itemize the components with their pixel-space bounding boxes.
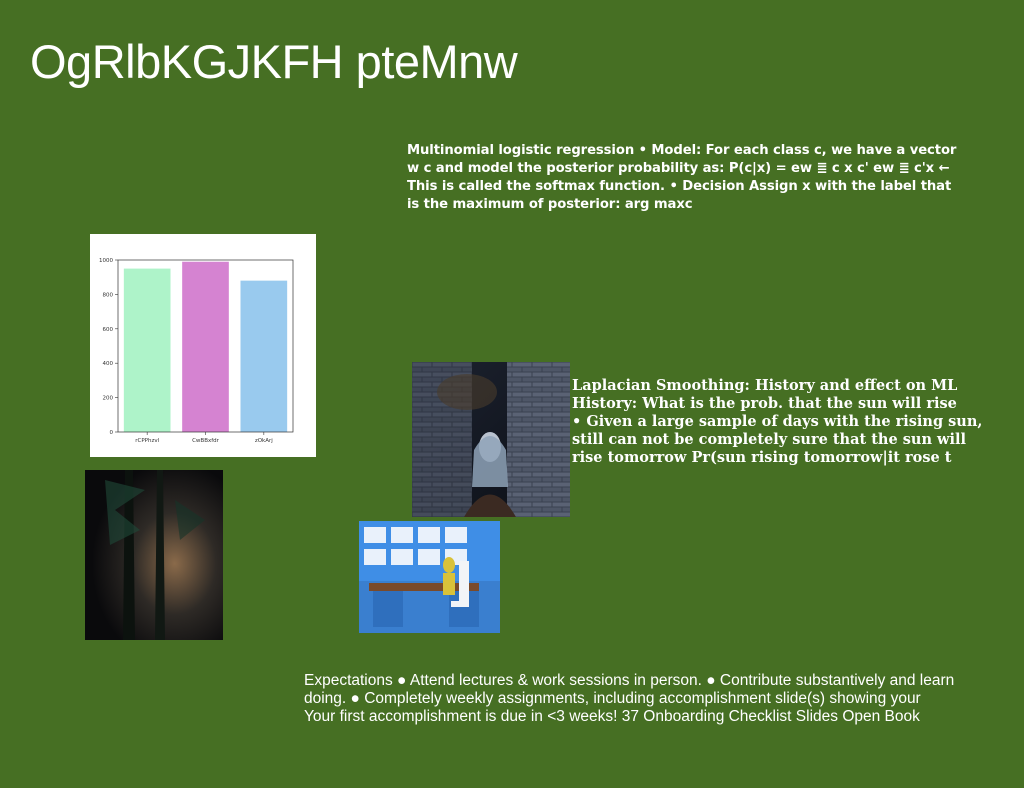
forest-image — [85, 470, 223, 640]
plot-frame — [117, 259, 294, 433]
y-tick-label: 400 — [103, 361, 114, 367]
y-tick-label: 800 — [103, 292, 114, 298]
expectations-text: Expectations ● Attend lectures & work se… — [304, 672, 955, 725]
bar-chart: rCPPhzvl CwBBxfdr zOkArj 0 200 400 600 800 1000 — [90, 234, 316, 457]
x-tick-label: zOkArj — [255, 438, 273, 444]
y-tick-label: 600 — [103, 327, 114, 333]
slide-title: OgRlbKGJKFH pteMnw — [30, 35, 518, 88]
bar-chart-svg: rCPPhzvl CwBBxfdr zOkArj 0 200 400 600 800 1000 — [99, 258, 294, 444]
bar-zOkArj — [240, 280, 288, 432]
y-tick-label: 200 — [103, 396, 114, 402]
desk-figure-image — [359, 521, 500, 633]
logistic-regression-text: Multinomial logistic regression • Model:… — [407, 143, 957, 212]
bar-CwBBxfdr — [182, 261, 229, 432]
y-tick-label: 0 — [110, 430, 114, 436]
woman-brick-wall-graphic — [412, 362, 570, 517]
woman-brick-wall-image — [412, 362, 570, 517]
bar-rCPPhzvl — [123, 268, 171, 432]
laplacian-smoothing-text: Laplacian Smoothing: History and effect … — [572, 377, 983, 466]
x-tick-label: CwBBxfdr — [192, 438, 220, 444]
forest-graphic — [85, 470, 223, 640]
x-tick-label: rCPPhzvl — [135, 438, 159, 444]
desk-graphic — [359, 521, 500, 633]
y-tick-label: 1000 — [99, 258, 113, 264]
